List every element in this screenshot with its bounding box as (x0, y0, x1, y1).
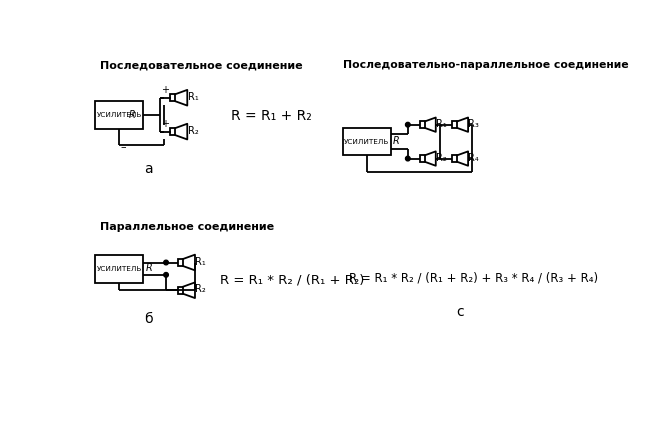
Text: УСИЛИТЕЛЬ: УСИЛИТЕЛЬ (96, 112, 142, 118)
Text: R₃: R₃ (468, 119, 479, 129)
Text: R = R₁ * R₂ / (R₁ + R₂) + R₃ * R₄ / (R₃ + R₄): R = R₁ * R₂ / (R₁ + R₂) + R₃ * R₄ / (R₃ … (348, 272, 597, 284)
Text: R₂: R₂ (195, 284, 206, 294)
Text: c: c (456, 305, 464, 319)
Circle shape (164, 260, 168, 265)
Bar (452, 155, 457, 162)
Text: R = R₁ + R₂: R = R₁ + R₂ (231, 109, 311, 123)
Bar (95, 101, 143, 129)
Text: R₂: R₂ (188, 126, 198, 136)
Text: R = R₁ * R₂ / (R₁ + R₂): R = R₁ * R₂ / (R₁ + R₂) (220, 274, 364, 287)
Text: R: R (145, 263, 152, 273)
Text: +: + (161, 85, 170, 95)
Text: R₁: R₁ (188, 92, 198, 102)
Bar (420, 155, 424, 162)
Text: R₄: R₄ (468, 153, 478, 163)
Text: R: R (129, 110, 136, 120)
Text: Параллельное соединение: Параллельное соединение (100, 222, 274, 232)
Text: R: R (393, 136, 400, 146)
Text: Последовательно-параллельное соединение: Последовательно-параллельное соединение (343, 60, 629, 70)
Text: +: + (161, 118, 170, 129)
Text: R₁: R₁ (436, 119, 447, 129)
Text: –: – (121, 143, 126, 152)
Bar (343, 128, 391, 156)
Text: Последовательное соединение: Последовательное соединение (100, 60, 302, 70)
Bar (178, 287, 183, 294)
Bar (170, 94, 176, 101)
Text: УСИЛИТЕЛЬ: УСИЛИТЕЛЬ (96, 266, 142, 272)
Text: R₁: R₁ (195, 257, 206, 267)
Text: УСИЛИТЕЛЬ: УСИЛИТЕЛЬ (344, 139, 390, 145)
Bar (178, 259, 183, 266)
Text: б: б (144, 312, 153, 326)
Bar (95, 255, 143, 283)
Bar (452, 121, 457, 128)
Bar (420, 121, 424, 128)
Text: R₂: R₂ (436, 153, 447, 163)
Circle shape (406, 122, 410, 127)
Circle shape (406, 156, 410, 161)
Bar (170, 128, 176, 135)
Text: а: а (144, 162, 153, 176)
Circle shape (164, 272, 168, 277)
